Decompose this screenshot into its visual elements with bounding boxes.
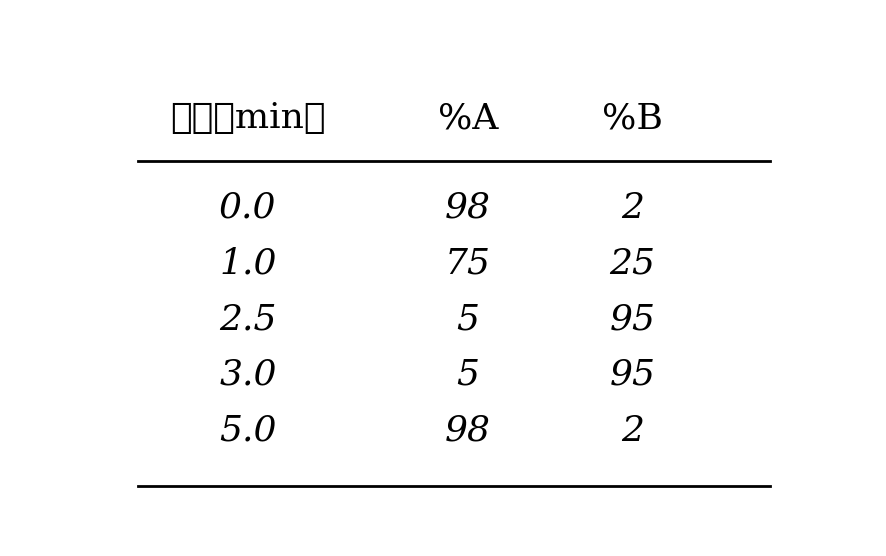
Text: 1.0: 1.0 xyxy=(220,247,276,281)
Text: 98: 98 xyxy=(445,191,491,225)
Text: 2: 2 xyxy=(621,414,644,448)
Text: 时间（min）: 时间（min） xyxy=(170,101,326,135)
Text: 0.0: 0.0 xyxy=(220,191,276,225)
Text: 5: 5 xyxy=(456,358,479,392)
Text: 95: 95 xyxy=(610,302,656,336)
Text: 75: 75 xyxy=(445,247,491,281)
Text: 5: 5 xyxy=(456,302,479,336)
Text: %B: %B xyxy=(602,101,663,135)
Text: 2.5: 2.5 xyxy=(220,302,276,336)
Text: 95: 95 xyxy=(610,358,656,392)
Text: 3.0: 3.0 xyxy=(220,358,276,392)
Text: %A: %A xyxy=(438,101,498,135)
Text: 5.0: 5.0 xyxy=(220,414,276,448)
Text: 2: 2 xyxy=(621,191,644,225)
Text: 25: 25 xyxy=(610,247,656,281)
Text: 98: 98 xyxy=(445,414,491,448)
